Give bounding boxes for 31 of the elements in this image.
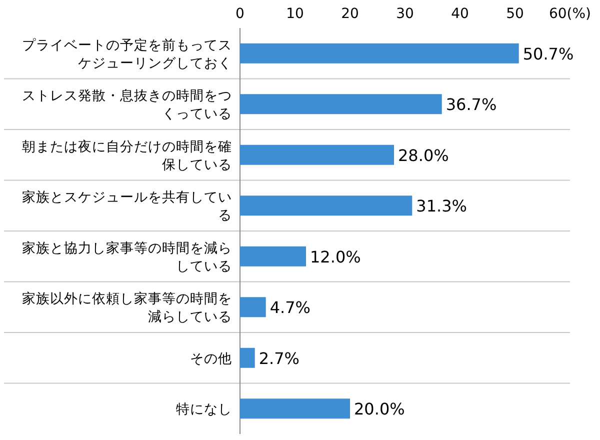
x-tick-label: 20 (341, 6, 359, 22)
y-tick-label: 特になし (176, 402, 232, 418)
y-tick-label: その他 (190, 350, 232, 367)
y-tick-label: プライベートの予定を前もってスケジューリングしておく (22, 37, 232, 72)
bar (240, 348, 255, 368)
bar (240, 398, 350, 419)
y-tick-label: 家族とスケジュールを共有している (22, 190, 232, 224)
x-tick-label: 50 (506, 6, 524, 22)
x-tick-label: 60(%) (548, 6, 592, 22)
x-tick-label: 0 (236, 6, 244, 22)
x-tick-label: 10 (286, 6, 304, 22)
y-tick-label: 朝または夜に自分だけの時間を確保している (22, 138, 232, 173)
data-label: 4.7% (270, 298, 311, 318)
bar (240, 43, 519, 64)
data-label: 50.7% (522, 44, 574, 64)
bar (240, 94, 442, 114)
data-label: 12.0% (310, 247, 361, 266)
y-tick-label: 家族と協力し家事等の時間を減らしている (22, 240, 232, 274)
bar (240, 246, 306, 266)
data-label: 31.3% (416, 196, 467, 216)
data-label: 20.0% (354, 400, 405, 419)
bar (240, 144, 394, 165)
y-tick-label: ストレス発散・息抜きの時間をつくっている (22, 88, 232, 122)
x-tick-label: 40 (451, 6, 469, 22)
bar (240, 297, 266, 318)
bar (240, 196, 412, 216)
data-label: 28.0% (398, 146, 449, 165)
y-tick-label: 家族以外に依頼し家事等の時間を減らしている (22, 291, 232, 326)
data-label: 36.7% (446, 95, 497, 114)
data-label: 2.7% (258, 348, 300, 368)
x-tick-label: 30 (396, 6, 414, 22)
